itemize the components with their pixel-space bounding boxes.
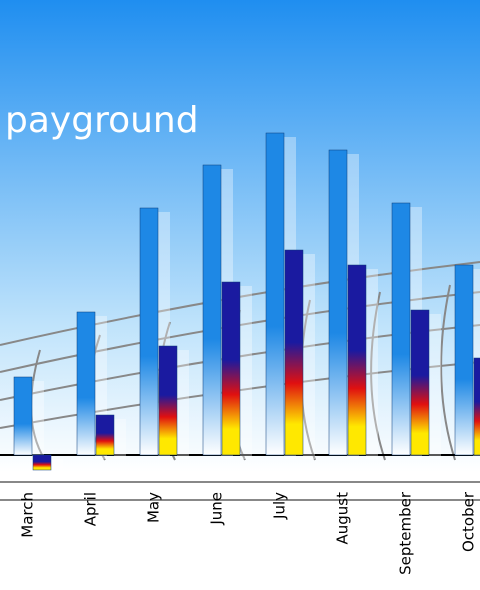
x-tick-label: August — [334, 492, 352, 545]
bar — [139, 207, 159, 456]
bar — [221, 281, 241, 456]
bar-shadow — [303, 254, 315, 459]
x-tick-label: October — [460, 491, 478, 552]
x-tick-label: March — [19, 492, 37, 538]
chart-title: payground — [5, 100, 199, 141]
bar — [265, 132, 285, 456]
x-tick-label: July — [271, 492, 289, 520]
bar — [328, 149, 348, 456]
x-tick-label: September — [397, 491, 415, 575]
bar-shadow — [32, 381, 44, 459]
x-tick-label: April — [82, 492, 100, 526]
bar — [202, 164, 222, 456]
bar-shadow — [114, 419, 126, 459]
bar — [410, 309, 430, 456]
x-tick-label: June — [208, 492, 226, 526]
bar — [32, 454, 52, 471]
bar — [95, 414, 115, 456]
bar — [284, 249, 304, 456]
bar — [347, 264, 367, 456]
bar-shadow — [51, 459, 63, 474]
bar-shadow — [240, 286, 252, 459]
bar — [76, 311, 96, 456]
x-tick-label: May — [145, 492, 163, 523]
bar — [473, 357, 480, 456]
bar — [454, 264, 474, 456]
bar-shadow — [366, 269, 378, 459]
bar-shadow — [177, 350, 189, 459]
bar — [158, 345, 178, 456]
bar — [13, 376, 33, 456]
bar-shadow — [429, 314, 441, 459]
bar — [391, 202, 411, 456]
